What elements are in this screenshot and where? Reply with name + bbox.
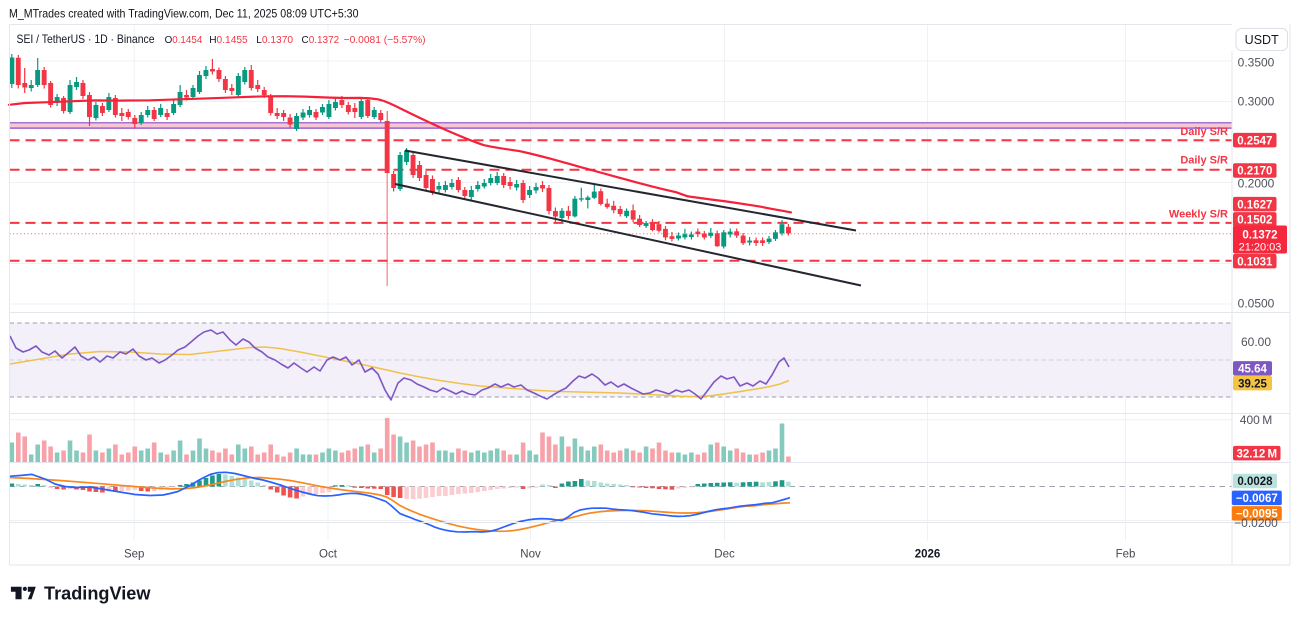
svg-text:H0.1455: H0.1455 [209, 34, 248, 46]
svg-text:0.3000: 0.3000 [1238, 95, 1275, 109]
svg-text:USDT: USDT [1245, 33, 1279, 47]
svg-text:60.00: 60.00 [1241, 335, 1271, 349]
svg-text:−0.0067: −0.0067 [1236, 493, 1278, 505]
svg-text:Daily S/R: Daily S/R [1180, 126, 1228, 138]
svg-text:0.2547: 0.2547 [1237, 135, 1272, 147]
svg-text:Daily S/R: Daily S/R [1180, 155, 1228, 167]
svg-text:C0.1372: C0.1372 [302, 34, 340, 46]
svg-text:Oct: Oct [319, 549, 338, 561]
svg-text:−0.0095: −0.0095 [1236, 509, 1278, 521]
svg-text:Sep: Sep [124, 549, 144, 561]
svg-text:−0.0081 (−5.57%): −0.0081 (−5.57%) [344, 34, 426, 46]
svg-text:400 M: 400 M [1240, 413, 1272, 427]
svg-text:0.1031: 0.1031 [1237, 256, 1273, 268]
svg-text:0.2000: 0.2000 [1238, 177, 1275, 191]
svg-text:45.64: 45.64 [1238, 364, 1267, 376]
svg-text:Nov: Nov [520, 549, 541, 561]
svg-text:0.1372: 0.1372 [1242, 229, 1277, 241]
svg-text:M_MTrades created with Trading: M_MTrades created with TradingView.com, … [9, 6, 359, 20]
svg-text:−0.0200: −0.0200 [1234, 516, 1278, 530]
svg-text:0.0500: 0.0500 [1238, 297, 1275, 311]
svg-text:21:20:03: 21:20:03 [1239, 242, 1282, 254]
svg-text:0.3500: 0.3500 [1238, 56, 1275, 70]
svg-text:0.0028: 0.0028 [1237, 476, 1273, 488]
svg-text:Feb: Feb [1116, 549, 1136, 561]
svg-text:0.2170: 0.2170 [1237, 166, 1272, 178]
svg-text:Dec: Dec [714, 549, 735, 561]
svg-text:O0.1454: O0.1454 [165, 34, 203, 46]
svg-text:39.25: 39.25 [1238, 378, 1267, 390]
svg-text:32.12 M: 32.12 M [1236, 448, 1277, 460]
svg-text:L0.1370: L0.1370 [256, 34, 293, 46]
svg-text:SEI / TetherUS · 1D · Binance: SEI / TetherUS · 1D · Binance [17, 32, 155, 46]
svg-text:2026: 2026 [915, 549, 941, 561]
svg-text:TradingView: TradingView [44, 583, 151, 604]
svg-text:0.1627: 0.1627 [1237, 199, 1272, 211]
svg-text:0.1502: 0.1502 [1237, 215, 1272, 227]
svg-text:Weekly S/R: Weekly S/R [1169, 209, 1228, 221]
